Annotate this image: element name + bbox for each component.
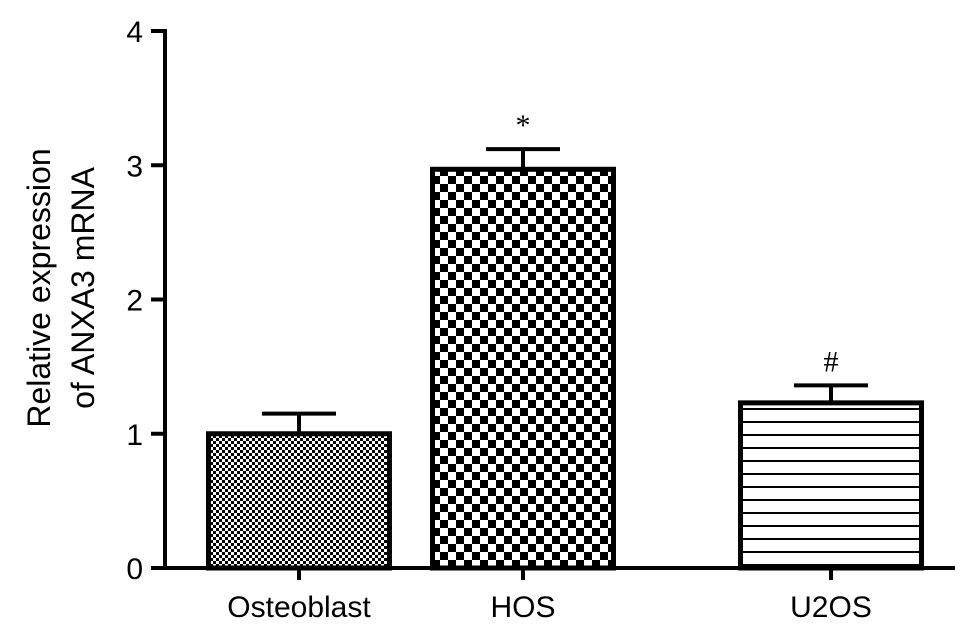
bar-group — [206, 411, 392, 571]
x-tick-label: Osteoblast — [227, 591, 371, 624]
y-tick-label: 0 — [126, 553, 143, 586]
x-labels: Osteoblast HOS U2OS — [227, 591, 872, 624]
bar-osteoblast — [206, 431, 392, 571]
bar-hos — [430, 166, 616, 571]
y-tick-label: 4 — [126, 16, 143, 49]
y-axis-title-line2: of ANXA3 mRNA — [65, 166, 101, 409]
y-tick-label: 2 — [126, 285, 143, 318]
significance-marker: # — [824, 345, 839, 378]
x-tick-label: U2OS — [790, 591, 872, 624]
y-tick-label: 1 — [126, 419, 143, 452]
y-ticks: 0 1 2 3 4 — [126, 16, 165, 586]
bars: *# — [206, 109, 924, 571]
significance-marker: * — [516, 109, 531, 142]
y-axis-title-line1: Relative expression — [21, 148, 57, 427]
bar-group: # — [738, 345, 924, 571]
bar-group: * — [430, 109, 616, 571]
y-tick-label: 3 — [126, 150, 143, 183]
bar-u2os — [738, 400, 924, 571]
x-tick-label: HOS — [490, 591, 555, 624]
